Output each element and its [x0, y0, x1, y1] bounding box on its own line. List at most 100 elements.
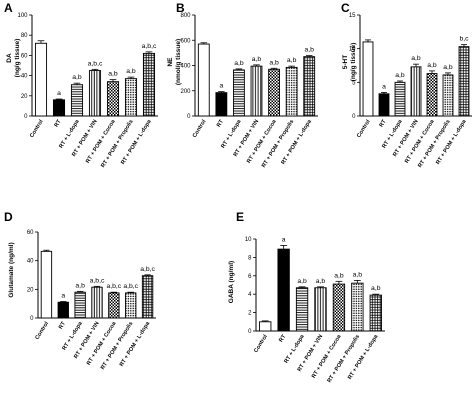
bar [124, 78, 138, 117]
bar [394, 81, 406, 117]
panel-A: A 0 20 40 60 80 100 DA(ng/g tissue) Control a RT a,… [4, 1, 158, 169]
bar [314, 287, 327, 332]
significance-label: a,b [297, 278, 307, 285]
bar [108, 292, 120, 319]
significance-label: a,b [108, 71, 118, 78]
bar [332, 283, 346, 332]
y-tick-label: 5 [352, 80, 356, 86]
category-label: Control [356, 119, 372, 139]
bar [197, 43, 210, 117]
y-axis-label: NE(nmol/g tissue) [167, 39, 182, 85]
significance-label: a,b [411, 55, 421, 62]
y-tick-label: 20 [27, 287, 34, 293]
bar [426, 73, 438, 117]
bar [351, 282, 364, 332]
y-tick-label: 60 [27, 230, 34, 236]
panel-label: C [341, 1, 350, 15]
significance-label: a,b [72, 74, 82, 81]
bar [91, 286, 103, 319]
category-label: Control [253, 334, 269, 354]
y-tick-label: 15 [349, 13, 356, 19]
significance-label: a,b [371, 285, 381, 292]
significance-label: a,b [287, 57, 297, 64]
y-tick-label: 60 [21, 53, 28, 59]
bar [378, 93, 390, 117]
y-tick-label: 200 [180, 89, 191, 95]
bar [106, 81, 120, 117]
significance-label: a [282, 236, 286, 243]
significance-label: a,b [353, 271, 363, 278]
y-tick-label: 0 [30, 316, 34, 322]
bar [277, 248, 290, 332]
significance-label: b,c [459, 36, 469, 43]
category-label: Control [34, 321, 50, 341]
y-axis-label: 5-HT(ng/g tissue) [342, 43, 357, 82]
panel-label: D [4, 210, 13, 224]
panel-C: C 0 5 10 15 5-HT(ng/g tissue) Control a RT a,b RT … [341, 1, 472, 169]
y-tick-label: 8 [248, 255, 252, 261]
bar [57, 301, 69, 319]
y-tick-label: 0 [248, 329, 252, 335]
significance-label: a [57, 90, 61, 97]
significance-label: a,b [75, 282, 85, 289]
bar [215, 92, 228, 117]
y-tick-label: 4 [248, 292, 252, 298]
panel-label: E [236, 210, 244, 224]
bar [233, 69, 245, 117]
significance-label: a,b [304, 47, 314, 54]
category-label: RT [58, 320, 67, 330]
y-tick-label: 2 [248, 311, 252, 317]
bar [34, 42, 48, 117]
panel-label: B [176, 1, 185, 15]
y-axis-label: Glutamate (ng/ml) [8, 242, 15, 297]
significance-label: a,b [334, 272, 344, 279]
bar [88, 70, 102, 117]
y-tick-label: 0 [352, 114, 356, 120]
y-tick-label: 800 [180, 13, 191, 19]
significance-label: a,b,c [90, 277, 105, 284]
y-tick-label: 10 [349, 47, 356, 53]
significance-label: a,b,c [88, 60, 103, 67]
significance-label: a,b,c [123, 283, 138, 290]
bar [369, 294, 382, 332]
category-label: RT [278, 333, 287, 343]
category-label: RT [379, 118, 388, 128]
y-tick-label: 0 [187, 114, 191, 120]
y-tick-label: 20 [21, 94, 28, 100]
y-tick-label: 80 [21, 33, 28, 39]
category-label: RT + POM + Propolis [261, 119, 295, 169]
bar [410, 66, 422, 117]
bar [303, 56, 316, 117]
category-label: Control [192, 119, 208, 139]
bar [141, 275, 154, 319]
bar [142, 52, 156, 117]
y-tick-label: 0 [24, 114, 28, 120]
bar [259, 321, 272, 332]
y-tick-label: 40 [21, 74, 28, 80]
significance-label: a,b [252, 56, 262, 63]
category-label: RT + POM + Propolis [100, 321, 134, 371]
bar [70, 84, 84, 117]
bar [40, 250, 53, 319]
y-axis-label: DA(ng/g tissue) [6, 39, 21, 78]
y-axis-label: GABA (ng/ml) [228, 261, 235, 303]
panel-label: A [4, 1, 13, 15]
significance-label: a,b [316, 278, 326, 285]
significance-label: a,b,c [142, 43, 157, 50]
category-label: RT + POM + Propolis [100, 119, 134, 169]
significance-label: a,b [269, 59, 279, 66]
bar [52, 99, 66, 117]
significance-label: a,b [126, 68, 136, 75]
category-label: RT + POM + L-dopa [435, 118, 468, 166]
panel-D: D 0 20 40 60 Glutamate (ng/ml) Control a RT a,b RT… [4, 210, 156, 371]
bar [295, 287, 309, 332]
category-label: Control [29, 119, 45, 139]
bar [268, 68, 280, 117]
panel-B: B 0 200 400 600 800 NE(nmol/g tissue) Control a R… [167, 1, 318, 169]
significance-label: a [61, 293, 65, 300]
bar [125, 292, 137, 319]
significance-label: a,b [395, 72, 405, 79]
category-label: RT + POM + L-dopa [119, 320, 152, 368]
category-label: RT [54, 118, 63, 128]
